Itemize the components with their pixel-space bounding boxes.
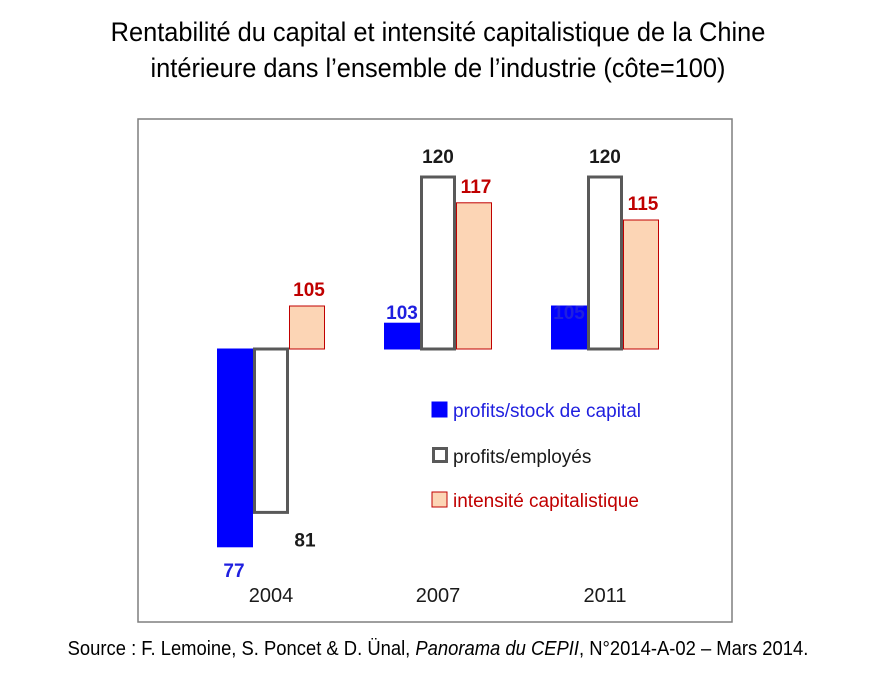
- bar-2007-series-3: [456, 202, 492, 350]
- bar-2011-series-3: [623, 219, 659, 350]
- bar-2004-series-2: [253, 347, 289, 514]
- bar-2007-series-2: [420, 175, 456, 351]
- data-label-2011-series-1: 105: [553, 303, 585, 324]
- legend-label-series-1: profits/stock de capital: [453, 401, 641, 422]
- source-note: Source : F. Lemoine, S. Poncet & D. Ünal…: [35, 638, 841, 661]
- data-label-2007-series-2: 120: [422, 147, 454, 168]
- legend-swatch-series-3: [431, 491, 448, 508]
- x-tick-label-2007: 2007: [416, 585, 461, 607]
- source-publication: Panorama du CEPII: [415, 638, 580, 660]
- bar-2004-series-3: [289, 305, 325, 350]
- data-label-2004-series-1: 77: [223, 561, 244, 582]
- legend-label-series-3: intensité capitalistique: [453, 491, 639, 512]
- x-tick-label-2011: 2011: [583, 585, 626, 607]
- bar-2011-series-2: [587, 175, 623, 351]
- data-label-2007-series-3: 117: [461, 177, 492, 198]
- data-label-2004-series-2: 81: [294, 530, 316, 551]
- source-suffix: , N°2014-A-02 – Mars 2014.: [579, 638, 809, 660]
- chart-title: Rentabilité du capital et intensité capi…: [26, 14, 849, 86]
- data-label-2011-series-3: 115: [628, 194, 659, 215]
- legend-label-series-2: profits/employés: [453, 447, 591, 468]
- data-label-2007-series-1: 103: [386, 303, 418, 324]
- chart-title-line-2: intérieure dans l’ensemble de l’industri…: [150, 53, 726, 83]
- bar-2011-series-1: [551, 305, 587, 350]
- data-label-2004-series-3: 105: [293, 280, 325, 301]
- data-label-2011-series-2: 120: [589, 147, 621, 168]
- source-prefix: Source : F. Lemoine, S. Poncet & D. Ünal…: [67, 638, 416, 660]
- x-tick-label-2004: 2004: [249, 585, 294, 607]
- chart-title-line-1: Rentabilité du capital et intensité capi…: [110, 17, 766, 47]
- bar-2004-series-1: [217, 348, 253, 548]
- legend-swatch-series-1: [431, 401, 448, 418]
- bar-2007-series-1: [384, 322, 420, 350]
- legend-swatch-series-2: [432, 447, 448, 463]
